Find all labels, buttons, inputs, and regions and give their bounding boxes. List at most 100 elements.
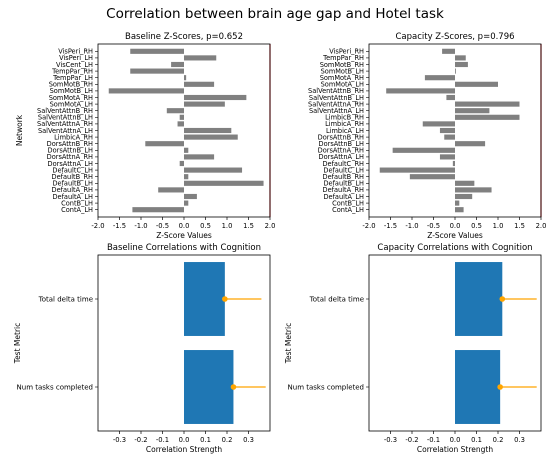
y-tick-label: ContA_LH [61,206,93,214]
y-tick-label: DorsAttnB_LH [48,147,93,155]
y-tick-label: SalVentAttnB_LH [309,94,364,102]
bar-salventattnb-rh [166,108,184,114]
bar-defaultc-rh [452,160,455,167]
x-tick-label: -0.2 [134,436,147,444]
x-axis-label: Correlation Strength [417,445,493,454]
x-axis-label: Z-Score Values [156,231,212,240]
bar-total-delta-time [184,262,225,336]
error-point [230,384,237,390]
x-tick-label: -1.5 [384,222,397,230]
y-tick-label: DorsAttnA_RH [318,147,364,155]
x-axis-label: Correlation Strength [146,445,222,454]
bar-num-tasks-completed [184,350,234,424]
bar-limbica-rh [422,121,455,127]
bar-contb-lh [455,200,460,206]
x-tick-label: 0.0 [179,222,190,230]
y-tick-label: LimbicB_RH [325,114,364,122]
y-tick-label: SomMotA_LH [50,100,93,108]
bar-defaultc-lh [184,167,243,173]
y-tick-label: TempPar_RH [322,54,364,62]
bar-defaultb-lh [455,180,475,186]
bar-defaultc-lh [379,167,455,173]
chart-panels: Baseline Z-Scores, p=0.652 -2.0 -1.5 -1.0 -0… [13,32,546,454]
y-tick-label: TempPar_LH [52,74,93,82]
x-tick-label: 0.2 [222,436,233,444]
bar-defaultb-lh [184,180,264,186]
bar-salventattnb-rh [386,88,455,94]
bar-defaulta-rh [158,187,184,193]
x-axis-label: Z-Score Values [427,231,483,240]
y-tick-label: Total delta time [38,295,93,303]
y-tick-label: SalVentAttnB_RH [308,87,364,95]
x-tick-label: -0.3 [384,436,397,444]
bar-limbicb-rh [455,114,520,120]
x-tick-label: -2.0 [91,222,104,230]
panel-title: Capacity Z-Scores, p=0.796 [395,32,514,42]
bar-defaultb-rh [409,174,455,180]
y-tick-label: TempPar_RH [51,67,93,75]
y-tick-label: DefaultB_RH [52,173,93,181]
x-tick-label: -0.3 [113,436,126,444]
y-tick-label: Total delta time [309,295,364,303]
figure-title: Correlation between brain age gap and Ho… [106,6,444,22]
bar-salventattna-rh [455,101,520,107]
y-tick-label: VisCent_LH [56,61,93,69]
y-tick-label: SalVentAttnA_LH [38,127,93,135]
error-point [499,296,506,302]
panel-title: Capacity Correlations with Cognition [377,243,532,253]
bar-num-tasks-completed [455,350,501,424]
chart-panel-2: Capacity Z-Scores, p=0.796 -2.0 -1.5 -1.0 -0… [308,32,546,240]
bar-visperi-rh [130,48,184,54]
bar-sommota-lh [184,101,225,107]
y-tick-label: DorsAttnB_RH [318,133,364,141]
error-point [222,296,228,302]
bar-dorsattnb-rh [444,134,455,140]
bar-conta-lh [455,207,464,213]
y-axis-label: Test Metric [13,323,22,364]
bar-sommotb-lh [108,88,184,94]
y-tick-label: SalVentAttnA_RH [308,100,364,108]
bar-sommota-rh [184,94,247,101]
bar-total-delta-time [455,262,503,336]
x-tick-label: -2.0 [362,222,375,230]
bar-dorsattnb-rh [145,141,184,147]
y-tick-label: Num tasks completed [288,383,364,391]
x-tick-label: -0.1 [156,436,169,444]
bar-defaulta-lh [184,193,197,200]
y-tick-label: VisPeri_RH [329,48,364,56]
x-tick-label: -1.0 [134,222,147,230]
y-tick-label: SomMotB_RH [49,81,93,89]
chart-panel-3: Baseline Correlations with Cognition -0.3… [13,243,271,454]
x-tick-label: -1.5 [113,222,126,230]
bar-viscent-lh [171,61,184,68]
bar-sommota-rh [424,75,455,81]
y-tick-label: DefaultA_RH [323,186,364,194]
y-tick-label: DorsAttnA_LH [319,153,364,161]
y-tick-label: LimbicA_RH [54,133,93,141]
y-tick-label: SomMotA_LH [321,81,364,89]
x-tick-label: 0.1 [471,436,482,444]
bar-temppar-rh [455,55,466,61]
bar-limbica-rh [184,134,238,140]
x-tick-label: 0.0 [450,222,461,230]
x-tick-label: 0.3 [514,436,525,444]
y-tick-label: DorsAttnB_RH [47,140,93,148]
y-tick-label: VisPeri_RH [58,48,93,56]
y-tick-label: DefaultC_RH [322,160,364,168]
y-tick-label: SalVentAttnB_RH [37,107,93,115]
x-tick-label: -0.5 [427,222,440,230]
y-tick-label: DefaultA_LH [323,193,364,201]
x-tick-label: 0.5 [200,222,211,230]
chart-panel-4: Capacity Correlations with Cognition -0.3… [284,243,542,454]
x-tick-label: 0.3 [243,436,254,444]
y-tick-label: DefaultC_LH [52,166,93,174]
bar-sommotb-rh [455,61,468,68]
bar-visperi-rh [442,48,455,54]
y-axis-label: Test Metric [284,323,293,364]
x-tick-label: 0.1 [200,436,211,444]
y-tick-label: ContA_LH [332,206,364,214]
y-tick-label: SalVentAttnA_RH [37,120,93,128]
y-tick-label: ContB_LH [332,199,364,207]
y-tick-label: LimbicA_LH [326,127,364,135]
x-tick-label: 2.0 [265,222,276,230]
